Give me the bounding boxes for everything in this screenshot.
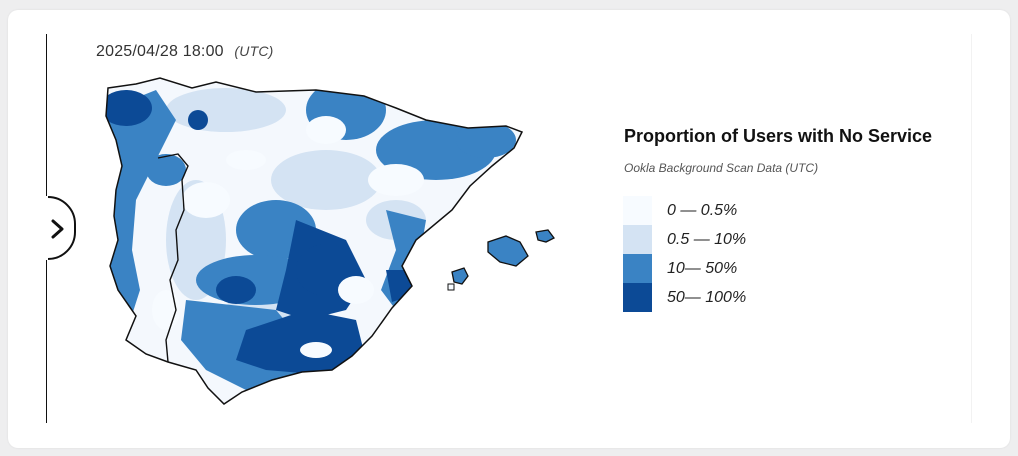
next-slide-button[interactable] [20,196,76,260]
legend-swatch [623,254,652,283]
legend-item: 0.5 — 10% [623,225,783,254]
legend-swatch [623,225,652,254]
legend-subtitle: Ookla Background Scan Data (UTC) [624,161,819,175]
legend: 0 — 0.5% 0.5 — 10% 10— 50% 50— 100% [623,196,783,312]
timestamp-datetime: 2025/04/28 18:00 [96,43,224,60]
legend-title: Proportion of Users with No Service [624,126,933,146]
legend-label: 0.5 — 10% [667,231,747,248]
legend-swatch [623,196,652,225]
legend-item: 50— 100% [623,283,783,312]
timestamp-timezone: (UTC) [234,43,274,59]
legend-label: 10— 50% [667,260,738,277]
timestamp: 2025/04/28 18:00 (UTC) [96,43,274,61]
legend-swatch [623,283,652,312]
legend-item: 10— 50% [623,254,783,283]
chevron-right-icon [51,219,64,239]
iberia-map [105,77,555,405]
legend-item: 0 — 0.5% [623,196,783,225]
legend-label: 50— 100% [667,289,747,306]
legend-label: 0 — 0.5% [667,202,738,219]
